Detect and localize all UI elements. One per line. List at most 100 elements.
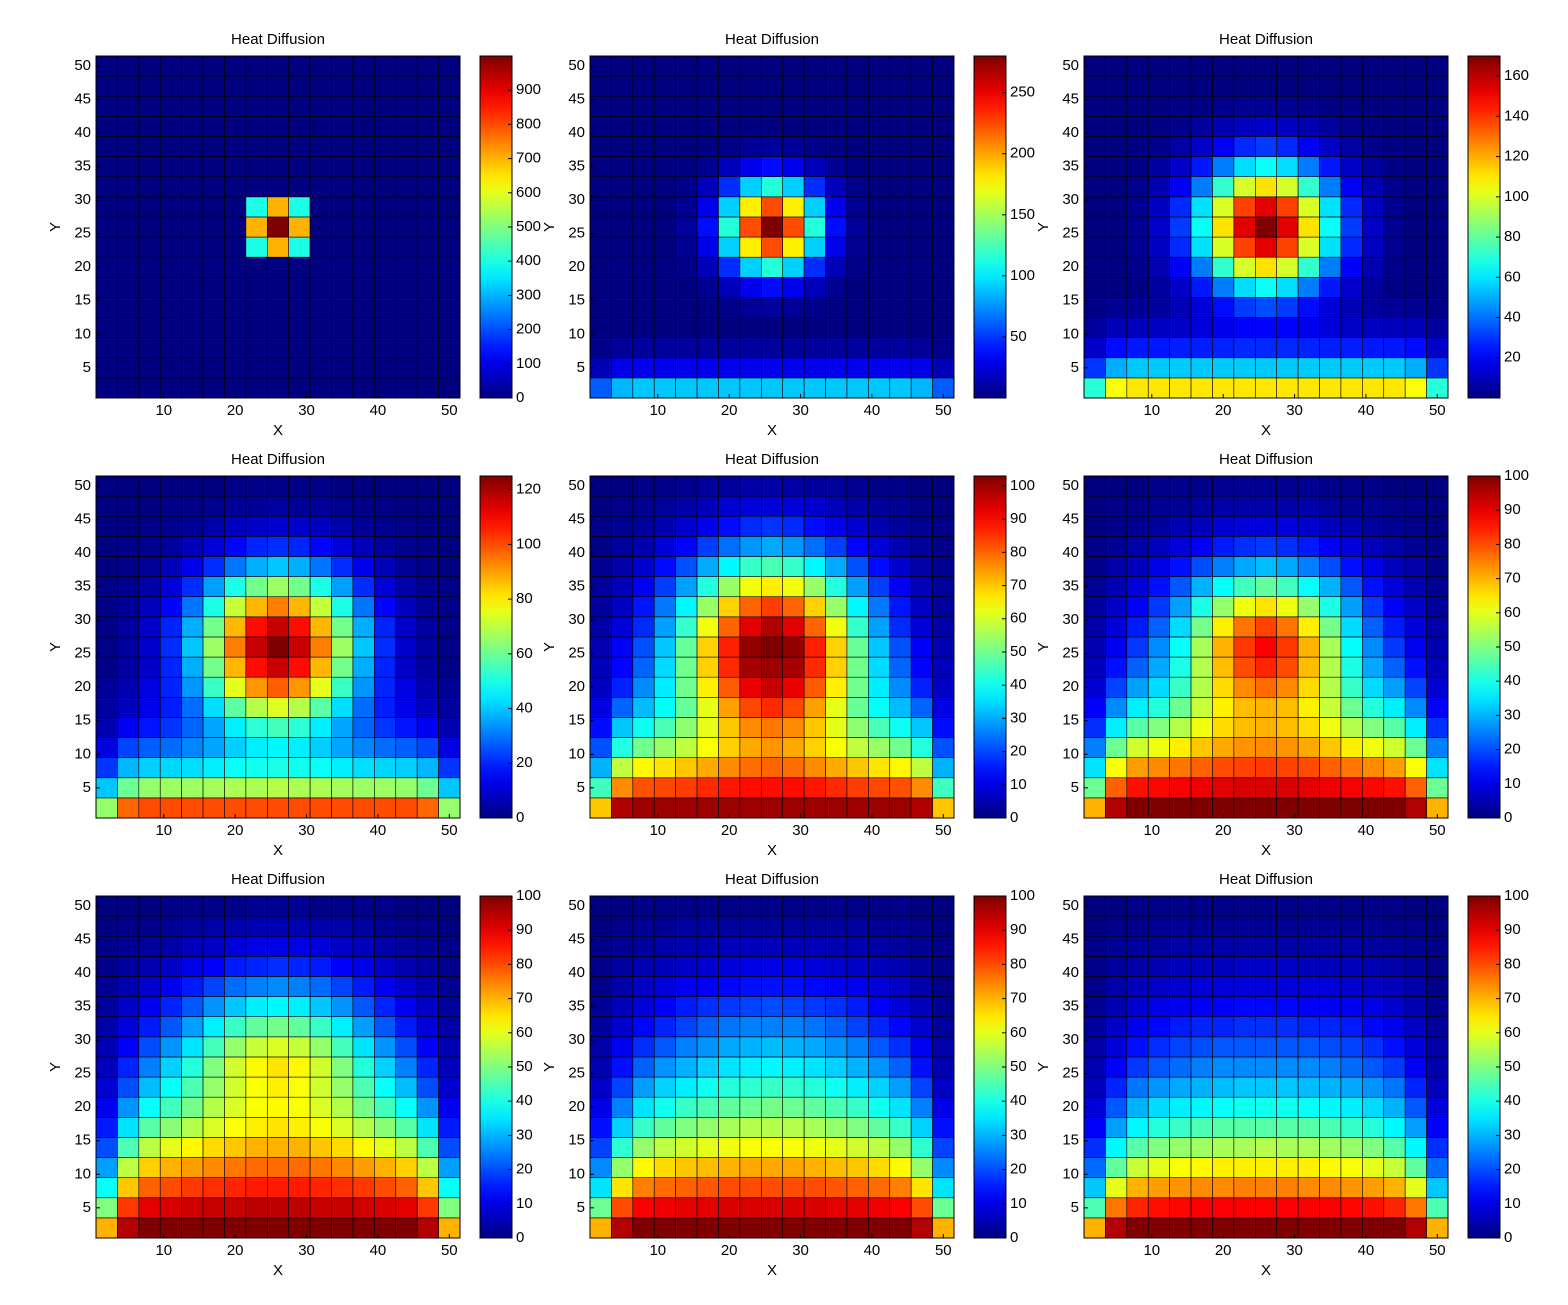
heat-cell xyxy=(438,1177,461,1199)
heat-cell xyxy=(675,1197,698,1219)
heat-cell xyxy=(653,556,676,577)
heat-cell xyxy=(825,136,848,157)
heat-cell xyxy=(1319,996,1342,1018)
heat-cell xyxy=(1319,495,1342,517)
heat-cell xyxy=(696,536,719,557)
heat-cell xyxy=(245,895,268,917)
heat-cell xyxy=(117,495,140,517)
heat-cell xyxy=(202,737,225,758)
heat-cell xyxy=(1212,176,1235,198)
heat-cell xyxy=(846,1116,869,1138)
heat-cell xyxy=(825,1036,848,1058)
heat-cell xyxy=(159,976,182,997)
heat-cell xyxy=(760,1137,784,1158)
heat-cell xyxy=(589,1076,612,1098)
heat-cell xyxy=(803,55,826,77)
x-tick-label: 10 xyxy=(155,1242,172,1259)
heat-cell xyxy=(653,317,676,338)
y-tick-label: 5 xyxy=(577,779,585,796)
heat-cell xyxy=(1362,1177,1385,1199)
y-tick-label: 35 xyxy=(74,158,91,175)
heat-cell xyxy=(889,495,912,517)
heat-cell xyxy=(309,1036,332,1058)
heat-cell xyxy=(374,1076,397,1098)
y-tick-label: 40 xyxy=(568,124,585,141)
heat-cell xyxy=(159,216,182,238)
heat-cell xyxy=(331,895,354,917)
heat-cell xyxy=(889,357,912,379)
heat-cell xyxy=(374,495,397,517)
heat-cell xyxy=(416,495,439,517)
heat-cell xyxy=(309,576,332,598)
heat-cell xyxy=(1126,1056,1149,1078)
heat-cell xyxy=(718,1137,741,1158)
heat-cell xyxy=(1319,757,1342,779)
heat-cell xyxy=(739,95,762,117)
heat-cell xyxy=(1105,996,1128,1018)
heat-cell xyxy=(846,895,869,917)
heat-cell xyxy=(438,1137,461,1158)
x-tick-label: 20 xyxy=(1215,402,1232,419)
heat-cell xyxy=(352,276,375,298)
heat-cell xyxy=(1297,216,1320,238)
heat-cell xyxy=(1297,95,1320,117)
colorbar xyxy=(1467,475,1501,819)
heat-cell xyxy=(117,536,140,557)
heat-cell xyxy=(611,357,634,379)
colorbar-tick-label: 600 xyxy=(516,184,541,201)
colorbar-tick-label: 100 xyxy=(1504,887,1529,904)
heat-cell xyxy=(374,1056,397,1078)
heat-cell xyxy=(438,935,461,957)
heat-cell xyxy=(245,357,268,379)
heat-cell xyxy=(352,116,375,137)
y-tick-label: 15 xyxy=(1062,292,1079,309)
colorbar-tick-label: 20 xyxy=(516,754,533,771)
heat-cell xyxy=(653,495,676,517)
colorbar-tick-label: 80 xyxy=(1504,535,1521,552)
heat-cell xyxy=(1126,216,1149,238)
heat-cell xyxy=(395,156,418,178)
heat-cell xyxy=(416,895,439,917)
y-tick-label: 20 xyxy=(568,1098,585,1115)
heat-cell xyxy=(1297,737,1320,758)
heat-cell xyxy=(1147,676,1170,698)
heat-cell xyxy=(803,116,826,137)
y-tick-label: 20 xyxy=(568,678,585,695)
heat-cell xyxy=(1126,996,1149,1018)
heat-cell xyxy=(1190,297,1213,318)
heat-cell xyxy=(739,1096,762,1118)
heat-cell xyxy=(632,276,655,298)
heat-cell xyxy=(632,95,655,117)
heat-cell xyxy=(589,1116,612,1138)
heat-cell xyxy=(395,895,418,917)
heat-cell xyxy=(1404,696,1427,718)
heat-cell xyxy=(1105,136,1128,157)
heat-cell xyxy=(1126,1137,1149,1158)
heat-cell xyxy=(910,656,933,678)
heat-cell xyxy=(159,1137,182,1158)
colorbar-tick-label: 0 xyxy=(516,1229,524,1246)
heat-cell xyxy=(288,116,311,137)
heat-cell xyxy=(331,935,354,957)
heat-cell xyxy=(1362,676,1385,698)
heat-cell xyxy=(868,696,891,718)
heat-cell xyxy=(1297,1197,1320,1219)
heat-cell xyxy=(632,495,655,517)
heat-cell xyxy=(138,576,161,598)
heat-cell xyxy=(181,717,204,738)
heat-cell xyxy=(846,757,869,779)
heat-cell xyxy=(589,276,612,298)
heat-cell xyxy=(288,676,311,698)
heat-cell xyxy=(416,116,439,137)
heat-cell xyxy=(1362,976,1385,997)
heat-cell xyxy=(1083,236,1106,258)
heat-cell xyxy=(1362,75,1385,97)
heat-cell xyxy=(1233,976,1256,997)
heat-cell xyxy=(245,75,268,97)
heat-cell xyxy=(718,1056,741,1078)
heat-cell xyxy=(1083,1116,1106,1138)
y-axis-label: Y xyxy=(1035,1062,1052,1072)
heat-cell xyxy=(224,895,247,917)
heat-cell xyxy=(181,216,204,238)
heat-cell xyxy=(416,656,439,678)
